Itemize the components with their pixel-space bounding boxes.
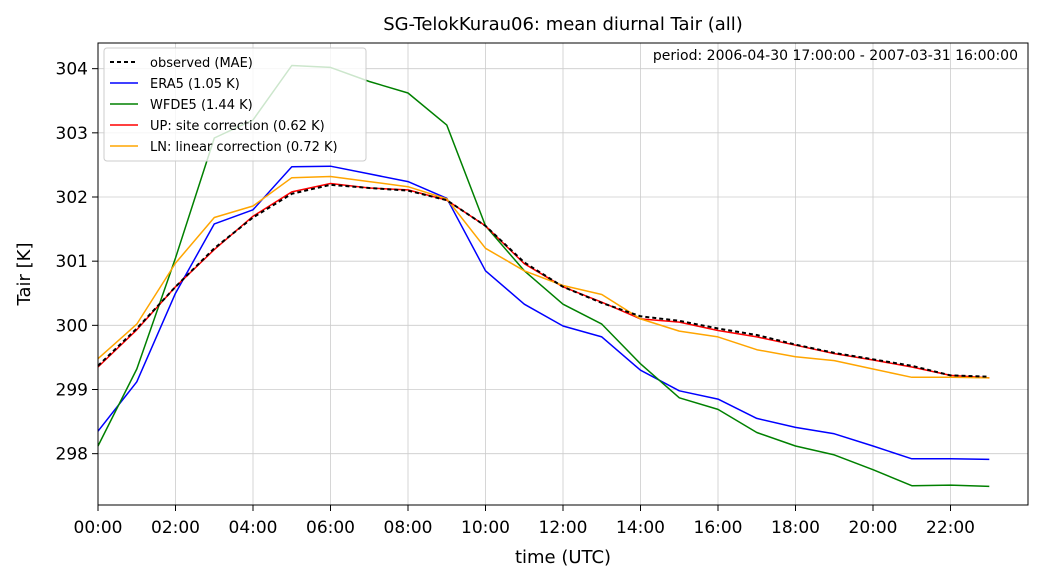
x-tick-label: 02:00 [151, 518, 200, 538]
y-tick-label: 298 [56, 445, 88, 465]
x-tick-label: 16:00 [694, 518, 743, 538]
x-tick-label: 12:00 [539, 518, 588, 538]
x-tick-label: 14:00 [616, 518, 665, 538]
chart-title: SG-TelokKurau06: mean diurnal Tair (all) [383, 14, 743, 35]
legend-label: LN: linear correction (0.72 K) [150, 140, 338, 155]
series-line-5 [97, 175, 990, 379]
legend-label: WFDE5 (1.44 K) [150, 98, 253, 113]
legend-label: ERA5 (1.05 K) [150, 77, 240, 92]
series-line-1 [97, 183, 990, 378]
y-axis: 298 299 300 301 302 303 304 [56, 60, 98, 465]
y-tick-label: 300 [56, 316, 88, 336]
y-tick-label: 302 [56, 188, 88, 208]
x-tick-label: 10:00 [461, 518, 510, 538]
legend-box [103, 47, 367, 162]
x-axis-label: time (UTC) [515, 547, 611, 568]
x-tick-label: 22:00 [926, 518, 975, 538]
x-tick-label: 18:00 [771, 518, 820, 538]
legend: observed (MAE) ERA5 (1.05 K) WFDE5 (1.44 K… [103, 47, 367, 162]
legend-label: observed (MAE) [150, 56, 253, 71]
series-line-2 [97, 165, 990, 461]
y-tick-label: 299 [56, 381, 88, 401]
x-tick-label: 08:00 [384, 518, 433, 538]
legend-label: UP: site correction (0.62 K) [150, 119, 325, 134]
x-tick-label: 20:00 [849, 518, 898, 538]
x-tick-label: 04:00 [229, 518, 278, 538]
y-tick-label: 303 [56, 124, 88, 144]
x-tick-label: 00:00 [74, 518, 123, 538]
y-tick-label: 304 [56, 60, 88, 80]
x-axis: 00:00 02:00 04:00 06:00 08:00 10:00 12:00 14:00… [74, 505, 975, 538]
period-annotation: period: 2006-04-30 17:00:00 - 2007-03-31… [653, 48, 1018, 64]
x-tick-label: 06:00 [306, 518, 355, 538]
y-tick-label: 301 [56, 252, 88, 272]
y-axis-label: Tair [K] [14, 242, 35, 306]
